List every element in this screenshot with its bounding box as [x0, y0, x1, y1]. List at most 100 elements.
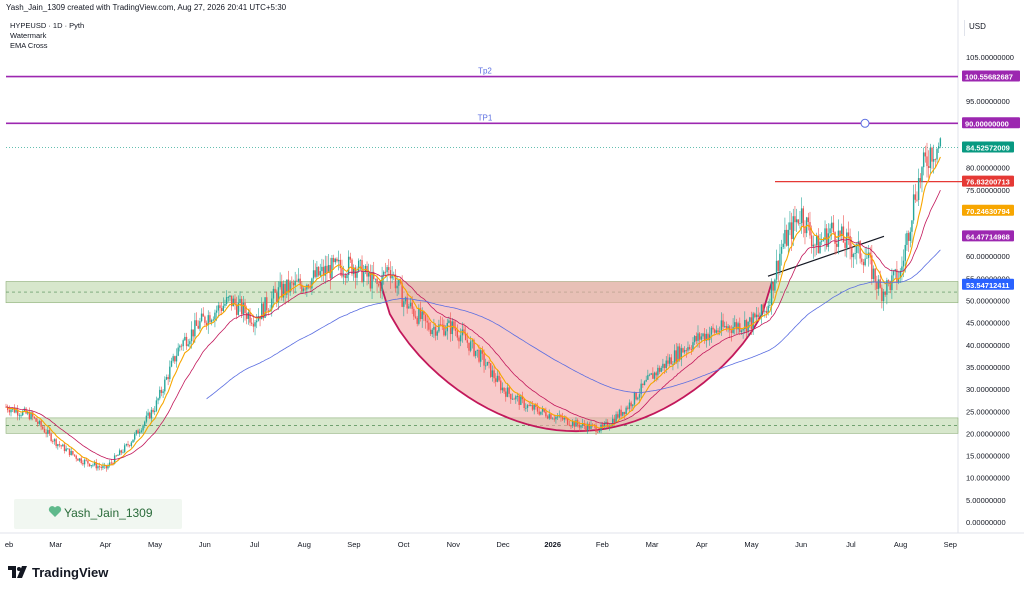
candle-body — [368, 272, 370, 277]
candle-body — [327, 265, 330, 273]
candle-body — [705, 333, 708, 341]
x-tick-label: Mar — [646, 540, 659, 549]
candle-body — [660, 367, 662, 372]
candle-body — [139, 431, 141, 434]
heart-icon — [48, 506, 62, 517]
candle-body — [98, 466, 101, 468]
candle-body — [511, 398, 514, 400]
target-label: Tp2 — [478, 67, 492, 76]
candle-body — [117, 455, 119, 456]
candle-body — [399, 280, 402, 284]
tradingview-logo-icon — [8, 566, 27, 578]
candle-body — [461, 329, 464, 336]
candle-body — [719, 331, 721, 333]
candle-body — [608, 426, 611, 428]
candle-body — [314, 270, 316, 277]
candle-body — [13, 407, 16, 413]
candle-body — [618, 409, 621, 418]
x-tick-label: Apr — [696, 540, 708, 549]
candle-body — [936, 148, 938, 160]
candle-body — [907, 233, 910, 241]
candle-body — [312, 270, 315, 279]
candle-body — [381, 275, 383, 292]
candle-body — [876, 282, 878, 289]
currency-button[interactable]: USD — [964, 20, 1016, 36]
candle-body — [677, 346, 679, 362]
candle-body — [464, 333, 467, 341]
candle-body — [712, 327, 714, 330]
legend-watermark[interactable]: Watermark — [10, 31, 47, 40]
candle-body — [939, 138, 942, 147]
candle-body — [297, 278, 300, 282]
ema-slow-line — [206, 249, 941, 400]
candle-body — [825, 228, 828, 247]
chart-svg[interactable]: Tp2 TP1 105.00000000 95.00000000 90.00000000… — [0, 0, 1024, 560]
candle-body — [128, 445, 131, 447]
candle-body — [794, 216, 796, 223]
candle-body — [846, 232, 848, 248]
tradingview-logo[interactable]: TradingView — [8, 563, 108, 581]
candle-body — [230, 295, 233, 307]
candle-body — [326, 265, 328, 273]
candle-body — [346, 275, 348, 279]
candle-body — [929, 147, 932, 168]
candle-body — [284, 283, 286, 295]
candle-body — [286, 279, 288, 295]
candle-body — [140, 430, 143, 432]
candle-body — [294, 280, 296, 286]
candle-body — [889, 281, 891, 291]
candle-body — [292, 282, 295, 286]
candle-body — [568, 424, 570, 426]
y-tick-label: 0.00000000 — [966, 518, 1006, 527]
candle-body — [607, 421, 609, 427]
candle-body — [702, 333, 704, 337]
candle-body — [732, 326, 734, 333]
candle-body — [795, 219, 798, 223]
candle-body — [535, 404, 537, 408]
legend-symbol[interactable]: HYPEUSD · 1D · Pyth — [10, 21, 85, 30]
candle-body — [302, 288, 305, 292]
candle-body — [357, 260, 360, 272]
candle-body — [603, 423, 606, 427]
candle-body — [451, 321, 453, 335]
cup-pattern-fill — [380, 281, 772, 432]
candle-body — [242, 302, 245, 315]
candle-body — [197, 325, 199, 329]
candle-body — [581, 423, 584, 426]
candle-body — [225, 297, 228, 304]
candle-body — [874, 268, 876, 283]
candle-body — [899, 270, 901, 279]
candle-body — [481, 350, 484, 354]
candle-body — [77, 458, 79, 461]
candle-body — [459, 335, 462, 342]
candle-body — [180, 345, 183, 347]
candle-body — [439, 324, 442, 326]
candle-body — [715, 330, 718, 333]
candle-body — [344, 275, 347, 279]
candle-body — [70, 450, 72, 456]
candle-body — [205, 322, 208, 326]
candle-body — [37, 421, 39, 424]
candle-body — [911, 220, 913, 232]
candle-body — [637, 397, 639, 400]
candle-body — [934, 159, 937, 160]
candle-body — [810, 235, 813, 247]
candle-body — [269, 309, 271, 311]
candle-body — [47, 430, 49, 434]
candle-body — [67, 448, 69, 450]
legend-ema-cross[interactable]: EMA Cross — [10, 41, 48, 50]
candle-body — [6, 406, 9, 411]
candle-body — [815, 235, 818, 246]
candle-body — [627, 407, 629, 409]
candle-body — [299, 278, 301, 285]
candle-body — [799, 223, 801, 224]
candle-body — [352, 267, 355, 275]
candle-body — [276, 292, 278, 302]
candle-body — [688, 347, 691, 350]
chart-area[interactable]: Tp2 TP1 105.00000000 95.00000000 90.00000000… — [0, 0, 1024, 560]
candle-body — [485, 365, 487, 367]
candle-body — [548, 414, 550, 419]
candle-body — [406, 297, 408, 309]
y-tick-label: 30.00000000 — [966, 385, 1010, 394]
y-tick-label: 95.00000000 — [966, 97, 1010, 106]
